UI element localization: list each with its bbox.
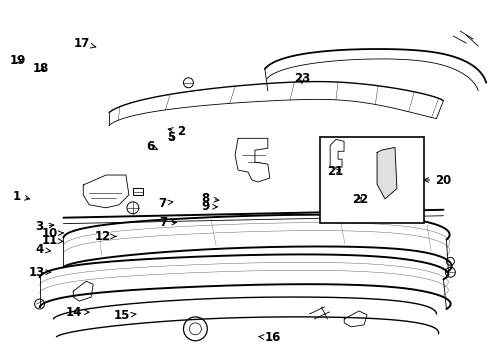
Text: 15: 15 bbox=[114, 309, 136, 322]
Text: 4: 4 bbox=[36, 243, 50, 256]
Text: 13: 13 bbox=[29, 266, 51, 279]
Text: 12: 12 bbox=[95, 230, 116, 243]
Text: 14: 14 bbox=[65, 306, 89, 319]
Text: 1: 1 bbox=[12, 190, 30, 203]
Text: 16: 16 bbox=[258, 332, 280, 345]
Bar bbox=[319, 137, 423, 223]
Text: 7: 7 bbox=[158, 197, 172, 210]
Text: 2: 2 bbox=[168, 125, 185, 138]
Text: 18: 18 bbox=[32, 62, 49, 75]
Text: 21: 21 bbox=[327, 165, 343, 177]
Text: 19: 19 bbox=[9, 54, 25, 67]
Text: 9: 9 bbox=[201, 200, 217, 213]
Text: 10: 10 bbox=[41, 227, 63, 240]
Text: 23: 23 bbox=[293, 72, 309, 85]
Polygon shape bbox=[376, 148, 396, 199]
Text: 3: 3 bbox=[36, 220, 54, 233]
Text: 7: 7 bbox=[159, 216, 176, 229]
Text: 8: 8 bbox=[201, 192, 219, 205]
Text: 22: 22 bbox=[351, 193, 367, 206]
Text: 6: 6 bbox=[145, 140, 157, 153]
Text: 11: 11 bbox=[41, 234, 63, 247]
Text: 17: 17 bbox=[74, 37, 96, 50]
Text: 20: 20 bbox=[423, 174, 450, 186]
Text: 5: 5 bbox=[166, 131, 175, 144]
Bar bbox=[133, 188, 142, 195]
